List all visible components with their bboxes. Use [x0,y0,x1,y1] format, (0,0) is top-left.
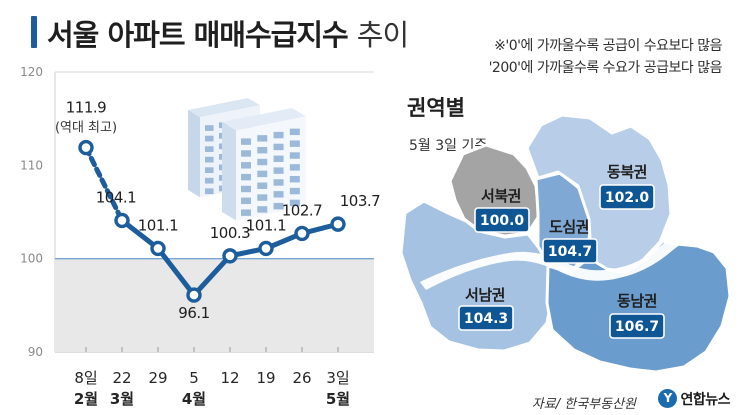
peak-annotation: (역대 최고) [55,121,117,136]
y-tick-label: 100 [20,252,43,266]
data-point [150,240,166,257]
region-name-label: 동남권 [617,292,657,310]
title-suffix: 추이 [356,18,409,52]
region-value-label: 106.7 [615,319,659,335]
data-label: 100.3 [210,224,250,242]
x-tick-group-label: 5월 [326,390,350,408]
region-shape [545,239,732,374]
region-name-label: 도심권 [549,218,589,236]
source-text: 자료/ 한국부동산원 [531,397,636,412]
region-value-box [474,207,530,233]
data-point [78,139,94,156]
x-tick-label: 3일 [326,369,349,387]
series-line-segment [155,245,197,298]
region-shape [399,199,555,353]
region-value-box [609,313,665,339]
map-title: 권역별 [407,96,465,120]
data-label: 111.9 [66,99,106,117]
y-tick-label: 90 [28,345,43,359]
data-label: 101.1 [246,216,286,234]
data-label: 103.7 [340,192,380,210]
data-point [114,212,130,229]
x-tick-label: 29 [148,369,167,387]
data-point [258,240,274,257]
region-value-label: 104.7 [548,244,592,260]
region-value-box [458,305,514,331]
region-name-label: 서남권 [465,286,505,304]
y-tick-label: 110 [20,158,43,172]
region-shape [534,171,593,273]
x-tick-label: 19 [256,369,275,387]
data-point [294,225,310,242]
map-subtitle: 5월 3일 기준 [409,138,488,154]
region-value-label: 102.0 [605,190,650,206]
series-line-segment [83,145,125,223]
logo-text: 연합뉴스 [680,391,730,408]
region-value-box [542,238,598,264]
data-label: 102.7 [282,201,322,219]
region-shape [525,113,673,274]
logo-mark: Y [658,389,678,408]
region-name-label: 서북권 [481,187,521,205]
legend-note-1: ※'0'에 가까울수록 공급이 수요보다 많음 [494,38,722,54]
region-value-label: 104.3 [464,311,508,327]
page-title: 서울 아파트 매매수급지수 추이 [47,12,409,54]
data-point [222,248,238,264]
river-shape [420,229,712,290]
building-illustration-icon [188,98,306,221]
title-accent-bar [31,16,37,48]
data-label: 104.1 [96,188,136,206]
x-tick-label: 5 [189,369,199,387]
region-value-label: 100.0 [480,213,525,229]
x-tick-group-label: 3월 [110,390,134,408]
data-point [330,216,346,232]
region-name-label: 동북권 [607,163,647,181]
publisher-logo: Y 연합뉴스 [658,388,730,409]
data-point [186,287,202,303]
x-tick-label: 12 [220,369,239,387]
x-tick-label: 26 [292,369,311,387]
data-label: 101.1 [138,216,178,234]
x-tick-label: 8일 [74,369,97,387]
line-chart: 90 100 110 120 8일 2월 22 3월 29 5 4월 12 19 26 3일 5월 111.9 1… [20,65,381,408]
title-main: 서울 아파트 매매수급지수 [47,18,349,52]
series-line-segment [191,253,233,298]
data-label: 96.1 [178,304,209,322]
y-tick-label: 120 [20,65,43,79]
region-shape [448,143,541,238]
x-tick-group-label: 2월 [74,390,98,408]
legend-note-2: '200'에 가까울수록 수요가 공급보다 많음 [488,60,723,76]
x-tick-group-label: 4월 [182,390,206,408]
region-value-box [599,184,655,210]
x-tick-label: 22 [112,369,131,387]
